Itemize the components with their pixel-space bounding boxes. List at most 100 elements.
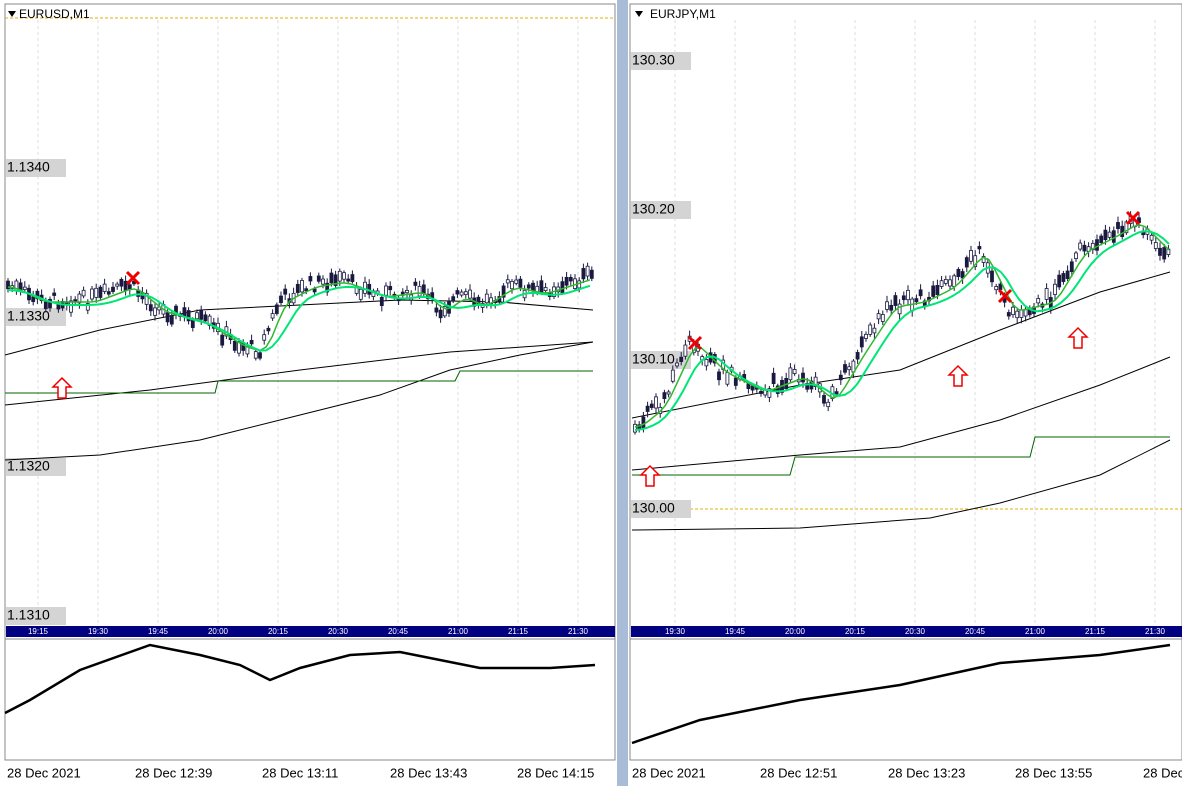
moving-average: [7, 284, 591, 352]
candle-body: [990, 270, 994, 283]
candle-body: [589, 269, 594, 279]
candle-body: [679, 356, 684, 362]
candle-body: [1111, 230, 1116, 243]
candle-body: [325, 282, 330, 293]
date-label: 28 Dec 12:39: [135, 765, 212, 780]
menu-arrow[interactable]: [635, 11, 643, 17]
time-label: 21:00: [448, 627, 469, 636]
left-frame: [4, 3, 616, 761]
candle-body: [759, 390, 763, 394]
candle-body: [463, 291, 468, 296]
buy-arrow: [51, 376, 73, 399]
candle-body: [767, 388, 772, 398]
close-mark: [125, 270, 141, 286]
candle-body: [901, 295, 906, 301]
candle-body: [455, 290, 460, 295]
candle-body: [872, 327, 877, 334]
buy-arrow: [947, 364, 969, 387]
moving-average: [4, 341, 594, 406]
moving-average: [634, 224, 1170, 428]
candle-body: [295, 283, 300, 293]
candle-body: [662, 392, 667, 399]
candle-body: [270, 313, 275, 319]
moving-average: [631, 356, 1171, 471]
candle-body: [363, 281, 367, 294]
candle-body: [253, 351, 258, 359]
candle-body: [1090, 242, 1095, 251]
close-mark: [687, 335, 703, 351]
candle-body: [918, 289, 923, 297]
candle-body: [186, 310, 191, 322]
candle-body: [855, 352, 860, 360]
candle-body: [1057, 274, 1062, 288]
candle-body: [220, 334, 225, 346]
candle-body: [81, 289, 86, 297]
candle-body: [654, 396, 658, 409]
candle-body: [459, 291, 464, 296]
candle-body: [717, 371, 721, 381]
candle-body: [885, 301, 889, 310]
candle-body: [1162, 247, 1167, 260]
candle-body: [417, 285, 422, 297]
candle-body: [847, 366, 852, 371]
candle-body: [914, 298, 919, 303]
candle-body: [52, 292, 57, 296]
menu-arrow[interactable]: [8, 11, 16, 17]
price-label: 1.1310: [7, 607, 50, 623]
time-label: 20:15: [845, 627, 866, 636]
candle-body: [329, 272, 334, 284]
candle-body: [308, 276, 313, 282]
right-frame: [629, 3, 1182, 761]
candle-body: [964, 257, 969, 268]
candle-body: [169, 315, 174, 325]
candle-body: [1103, 229, 1108, 241]
symbol-label: EURUSD,M1: [19, 7, 90, 21]
candle-body: [1074, 252, 1078, 260]
candle-body: [998, 283, 1003, 290]
time-label: 19:15: [28, 627, 49, 636]
candle-body: [859, 336, 864, 348]
candle-body: [258, 352, 262, 359]
candle-body: [22, 286, 27, 290]
candle-body: [77, 293, 82, 304]
candle-body: [279, 295, 283, 304]
date-label: 28 Dec 2021: [7, 765, 81, 780]
time-strip: [631, 626, 1182, 637]
candle-body: [843, 364, 847, 373]
candle-body: [165, 312, 170, 323]
time-label: 21:30: [1145, 627, 1166, 636]
candle-body: [725, 372, 730, 385]
price-label-bg: [6, 607, 66, 625]
candle-body: [115, 283, 120, 287]
candle-body: [585, 265, 590, 277]
price-label: 130.00: [632, 500, 675, 516]
time-label: 20:15: [268, 627, 289, 636]
candle-body: [969, 250, 973, 262]
candle-body: [633, 423, 637, 433]
candle-body: [518, 278, 523, 288]
candle-body: [935, 285, 940, 295]
close-mark: [997, 288, 1013, 304]
candle-body: [526, 284, 531, 289]
candle-body: [1149, 234, 1154, 241]
candle-body: [670, 369, 675, 382]
candle-body: [1153, 242, 1158, 249]
candle-body: [906, 289, 910, 301]
candle-body: [274, 304, 279, 314]
candle-body: [434, 307, 439, 313]
candle-body: [943, 279, 948, 284]
candle-body: [102, 283, 107, 292]
candle-body: [190, 319, 195, 328]
candle-body: [880, 314, 885, 322]
candle-body: [514, 279, 519, 284]
candle-body: [1065, 270, 1070, 280]
date-label: 28 Dec 12:51: [760, 765, 837, 780]
candle-body: [1082, 244, 1087, 252]
candle-body: [85, 303, 90, 311]
candle-body: [641, 416, 646, 429]
candle-body: [645, 405, 650, 412]
candle-body: [94, 287, 99, 298]
candle-body: [451, 296, 456, 301]
